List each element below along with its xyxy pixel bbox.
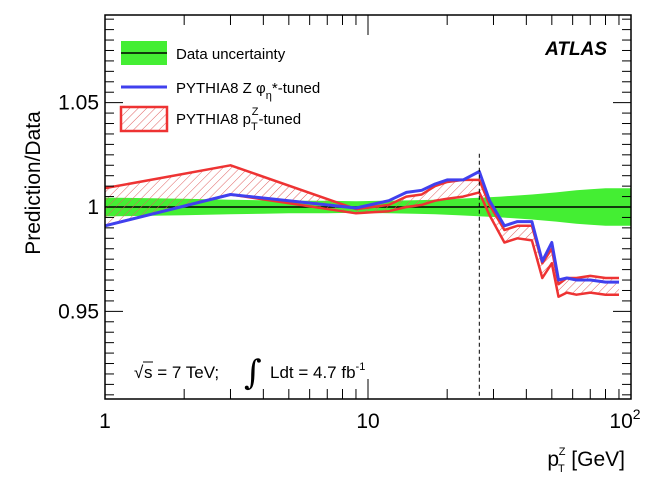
legend-label-phi-sub: η	[266, 90, 272, 102]
legend-label-pt-after: -tuned	[259, 111, 302, 128]
legend: Data uncertainty PYTHIA8 Z φη*-tuned PYT…	[119, 41, 320, 133]
legend-label-data: Data uncertainty	[176, 46, 286, 63]
x-tick-label-base: 10	[609, 410, 632, 433]
atlas-label: ATLAS	[544, 39, 607, 60]
legend-entry-data: Data uncertainty	[121, 41, 286, 65]
legend-label-pt-sup: Z	[252, 106, 259, 118]
legend-label-pt: PYTHIA8 pTZ-tuned	[176, 106, 301, 133]
phi-tuned-line	[105, 170, 619, 284]
axis-ticks	[104, 15, 631, 399]
y-tick-label: 0.95	[58, 300, 99, 323]
x-tick-label-exp: 2	[633, 406, 641, 422]
x-axis-label-sub: T	[558, 463, 565, 475]
y-tick-label: 1.05	[58, 92, 99, 115]
y-axis-label: Prediction/Data	[22, 111, 45, 255]
plot-area	[105, 153, 631, 399]
x-axis-label-main: p	[547, 448, 559, 471]
luminosity-text: Ldt = 4.7 fb-1	[270, 361, 365, 382]
legend-swatch-pt	[119, 105, 169, 133]
legend-label-phi-main: PYTHIA8 Z φ	[176, 80, 266, 97]
x-axis-label: pTZ [GeV]	[547, 446, 625, 475]
legend-label-phi-after: *-tuned	[272, 80, 320, 97]
x-tick-label-base: 1	[99, 410, 111, 433]
legend-entry-pt: PYTHIA8 pTZ-tuned	[119, 105, 301, 133]
energy-text: s = 7 TeV;	[144, 363, 219, 382]
x-tick-label: 10	[356, 410, 379, 433]
sqrt-symbol: √	[134, 363, 144, 382]
pt-tuned-lower-line	[105, 191, 619, 298]
luminosity-annotation: √ s = 7 TeV; ∫ Ldt = 4.7 fb-1	[134, 353, 365, 393]
x-axis-label-unit: [GeV]	[565, 448, 625, 471]
integral-symbol: ∫	[244, 353, 262, 393]
x-axis-label-sup: Z	[559, 446, 566, 458]
x-tick-label-base: 10	[356, 410, 379, 433]
luminosity-exponent: -1	[356, 361, 366, 373]
legend-label-phi: PYTHIA8 Z φη*-tuned	[176, 80, 320, 102]
legend-label-pt-sub: T	[251, 121, 258, 133]
x-tick-label: 102	[609, 406, 640, 433]
luminosity-value: Ldt = 4.7 fb	[270, 363, 356, 382]
y-tick-label: 1	[87, 196, 99, 219]
x-tick-label: 1	[99, 410, 111, 433]
legend-entry-phi: PYTHIA8 Z φη*-tuned	[121, 80, 320, 102]
pt-tuned-band	[105, 165, 619, 297]
legend-label-pt-main: PYTHIA8 p	[176, 111, 251, 128]
